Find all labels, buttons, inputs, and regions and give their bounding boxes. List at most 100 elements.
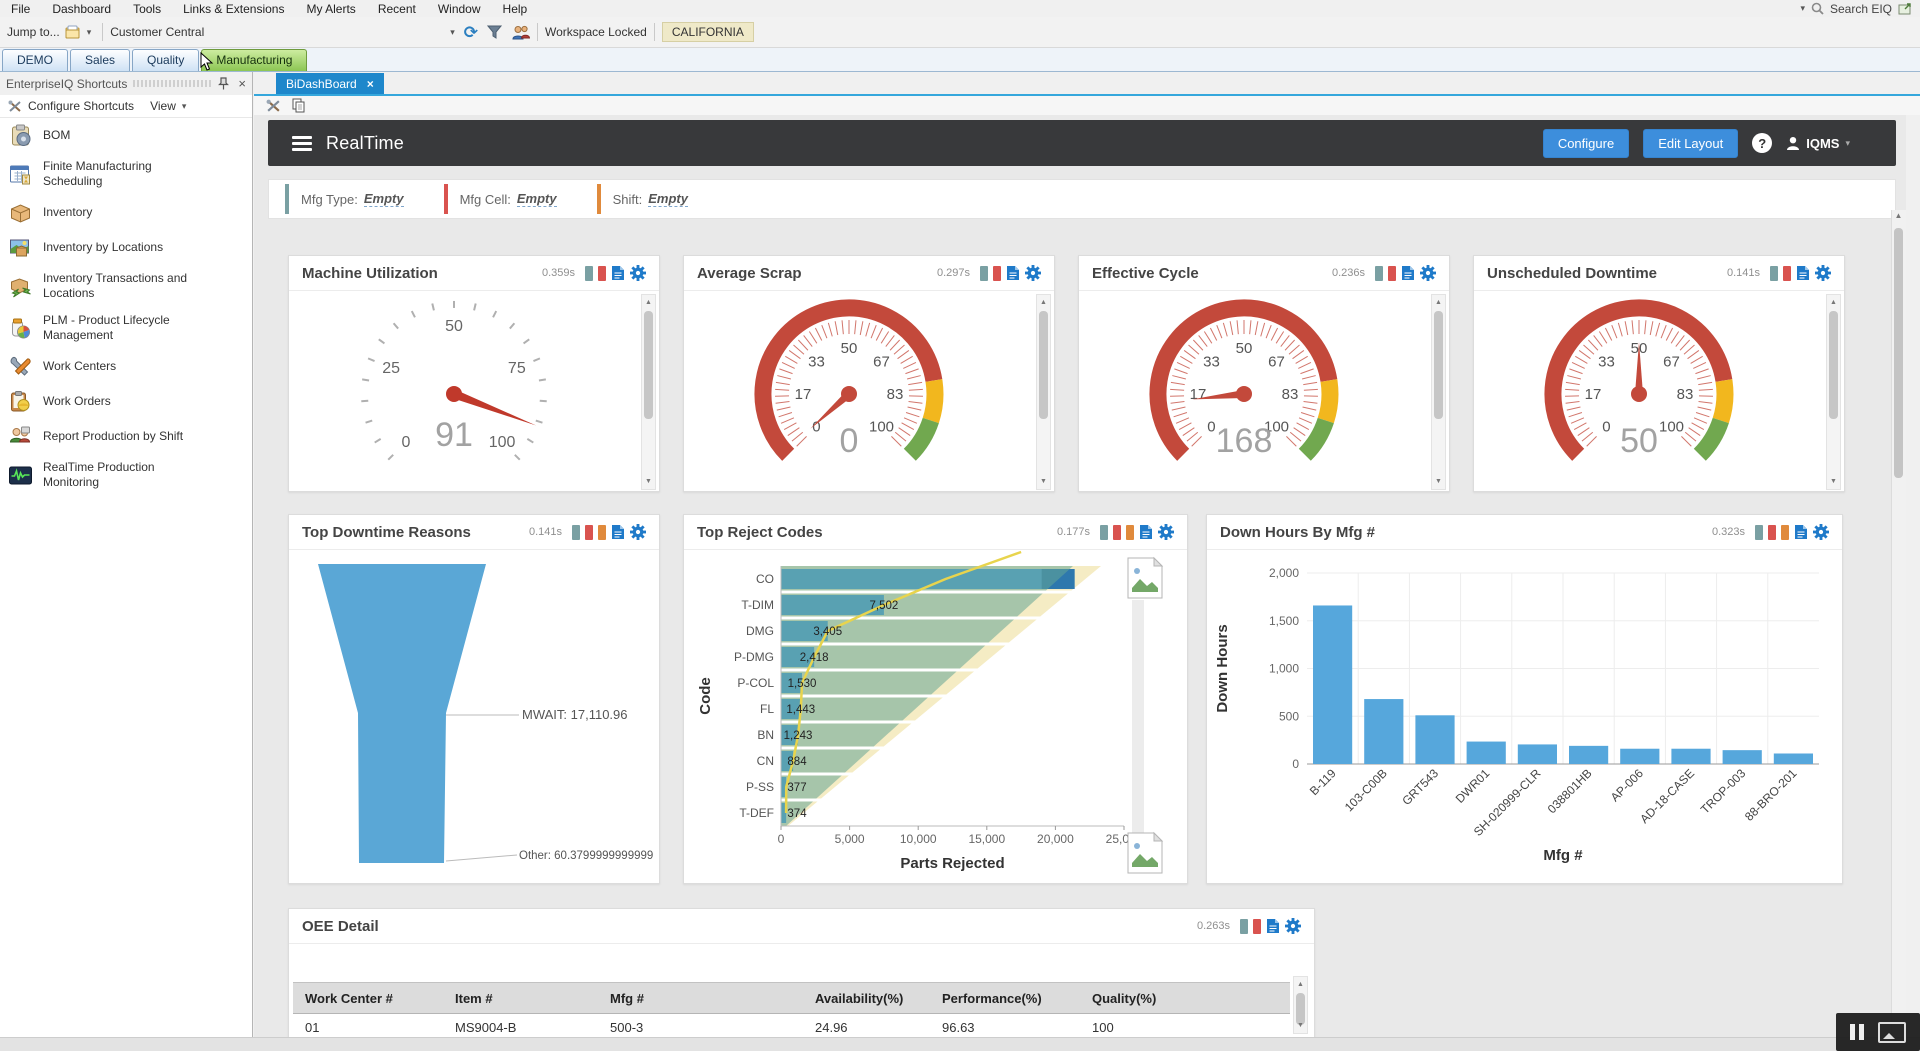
widget-scrollbar[interactable]: ▲ ▼: [641, 294, 656, 490]
menu-item-my-alerts[interactable]: My Alerts: [306, 1, 356, 16]
document-icon[interactable]: [1139, 524, 1153, 540]
sidebar-item-inventory-by-locations[interactable]: Inventory by Locations: [0, 230, 252, 265]
tools-icon[interactable]: [266, 99, 281, 113]
chart-type-icon[interactable]: [1113, 524, 1121, 540]
search-eiq-label[interactable]: Search EIQ: [1829, 1, 1892, 16]
column-header[interactable]: Performance(%): [942, 990, 1042, 1006]
video-player-overlay[interactable]: [1836, 1013, 1920, 1051]
gear-icon[interactable]: [1025, 265, 1041, 281]
users-icon[interactable]: [512, 25, 530, 40]
external-window-icon[interactable]: [1898, 2, 1912, 15]
document-icon[interactable]: [1006, 265, 1020, 281]
gear-icon[interactable]: [630, 265, 646, 281]
menu-item-links-extensions[interactable]: Links & Extensions: [183, 1, 285, 16]
document-icon[interactable]: [1794, 524, 1808, 540]
filter-value[interactable]: Empty: [516, 191, 557, 207]
filter-value[interactable]: Empty: [363, 191, 404, 207]
user-menu[interactable]: IQMS ▾: [1786, 136, 1850, 151]
jump-to-folder-icon[interactable]: [65, 25, 83, 40]
chart-type-icon[interactable]: [980, 265, 988, 281]
chart-type-icon[interactable]: [598, 265, 606, 281]
column-header[interactable]: Availability(%): [815, 990, 904, 1006]
chart-type-icon[interactable]: [1388, 265, 1396, 281]
gear-icon[interactable]: [1813, 524, 1829, 540]
column-header[interactable]: Mfg #: [610, 990, 644, 1006]
document-icon[interactable]: [611, 524, 625, 540]
workspace-tab-demo[interactable]: DEMO: [2, 49, 68, 71]
sidebar-item-plm-product-lifecycle-management[interactable]: PLM - Product Lifecycle Management: [0, 307, 252, 349]
configure-button[interactable]: Configure: [1542, 128, 1630, 158]
filter-value[interactable]: Empty: [648, 191, 688, 207]
sidebar-item-bom[interactable]: BOM: [0, 118, 252, 153]
chart-type-icon[interactable]: [585, 265, 593, 281]
widget-scrollbar[interactable]: ▲ ▼: [1293, 976, 1308, 1034]
document-icon[interactable]: [1266, 918, 1280, 934]
chevron-down-icon[interactable]: ▾: [1800, 3, 1805, 13]
chart-type-icon[interactable]: [1770, 265, 1778, 281]
tab-bidashboard[interactable]: BiDashBoard ×: [276, 73, 384, 94]
sidebar-item-inventory-transactions-and-locations[interactable]: Inventory Transactions and Locations: [0, 265, 252, 307]
jump-to-label[interactable]: Jump to...: [7, 25, 60, 39]
sidebar-item-realtime-production-monitoring[interactable]: RealTime Production Monitoring: [0, 454, 252, 496]
chart-type-icon[interactable]: [1781, 524, 1789, 540]
sidebar-item-inventory[interactable]: Inventory: [0, 195, 252, 230]
menu-item-file[interactable]: File: [11, 1, 31, 16]
pause-icon[interactable]: [1850, 1024, 1864, 1040]
widget-scrollbar[interactable]: ▲ ▼: [1431, 294, 1446, 490]
gear-icon[interactable]: [630, 524, 646, 540]
chart-type-icon[interactable]: [1768, 524, 1776, 540]
workspace-tab-manufacturing[interactable]: Manufacturing: [201, 49, 308, 71]
hamburger-menu-icon[interactable]: [292, 133, 312, 154]
chart-type-icon[interactable]: [1755, 524, 1763, 540]
copy-icon[interactable]: [291, 98, 306, 113]
column-header[interactable]: Quality(%): [1092, 990, 1157, 1006]
tab-close-icon[interactable]: ×: [366, 76, 374, 91]
close-icon[interactable]: ×: [238, 76, 246, 91]
edit-layout-button[interactable]: Edit Layout: [1643, 128, 1739, 158]
document-icon[interactable]: [1401, 265, 1415, 281]
chart-type-icon[interactable]: [1783, 265, 1791, 281]
configure-shortcuts-button[interactable]: Configure Shortcuts: [28, 99, 135, 113]
menu-item-recent[interactable]: Recent: [377, 1, 416, 16]
chart-type-icon[interactable]: [572, 524, 580, 540]
gear-icon[interactable]: [1420, 265, 1436, 281]
picture-icon[interactable]: [1878, 1021, 1906, 1043]
document-icon[interactable]: [611, 265, 625, 281]
chart-type-icon[interactable]: [598, 524, 606, 540]
refresh-icon[interactable]: ⟳: [463, 22, 478, 42]
dashboard-scrollbar[interactable]: ▲: [1891, 210, 1906, 1051]
gear-icon[interactable]: [1285, 918, 1301, 934]
menu-item-window[interactable]: Window: [437, 1, 481, 16]
chart-type-icon[interactable]: [1253, 918, 1261, 934]
gear-icon[interactable]: [1815, 265, 1831, 281]
search-icon[interactable]: [1811, 2, 1824, 15]
help-icon[interactable]: ?: [1752, 133, 1773, 153]
chart-type-icon[interactable]: [1240, 918, 1248, 934]
sidebar-item-finite-manufacturing-scheduling[interactable]: Finite Manufacturing Scheduling: [0, 153, 252, 195]
chart-type-icon[interactable]: [1100, 524, 1108, 540]
gear-icon[interactable]: [1158, 524, 1174, 540]
sidebar-item-report-production-by-shift[interactable]: Report Production by Shift: [0, 419, 252, 454]
sidebar-item-work-centers[interactable]: Work Centers: [0, 349, 252, 384]
chart-type-icon[interactable]: [993, 265, 1001, 281]
workspace-tab-sales[interactable]: Sales: [70, 49, 131, 71]
chart-type-icon[interactable]: [585, 524, 593, 540]
widget-scrollbar[interactable]: ▲ ▼: [1036, 294, 1051, 490]
view-caret[interactable]: ▾: [181, 100, 187, 111]
workspace-caret[interactable]: ▾: [450, 26, 455, 37]
workspace-name[interactable]: Customer Central: [110, 25, 205, 39]
document-icon[interactable]: [1796, 265, 1810, 281]
menu-item-tools[interactable]: Tools: [133, 1, 162, 16]
filter-icon[interactable]: [487, 25, 503, 39]
menu-item-dashboard[interactable]: Dashboard: [52, 1, 112, 16]
chart-type-icon[interactable]: [1126, 524, 1134, 540]
jump-to-caret[interactable]: ▾: [86, 26, 92, 37]
sidebar-item-work-orders[interactable]: Work Orders: [0, 384, 252, 419]
pin-icon[interactable]: [218, 77, 230, 90]
view-menu[interactable]: View: [150, 99, 176, 113]
menu-item-help[interactable]: Help: [502, 1, 528, 16]
workspace-tab-quality[interactable]: Quality: [132, 49, 200, 71]
widget-scrollbar[interactable]: ▲ ▼: [1826, 294, 1841, 490]
column-header[interactable]: Item #: [455, 990, 493, 1006]
chart-type-icon[interactable]: [1375, 265, 1383, 281]
